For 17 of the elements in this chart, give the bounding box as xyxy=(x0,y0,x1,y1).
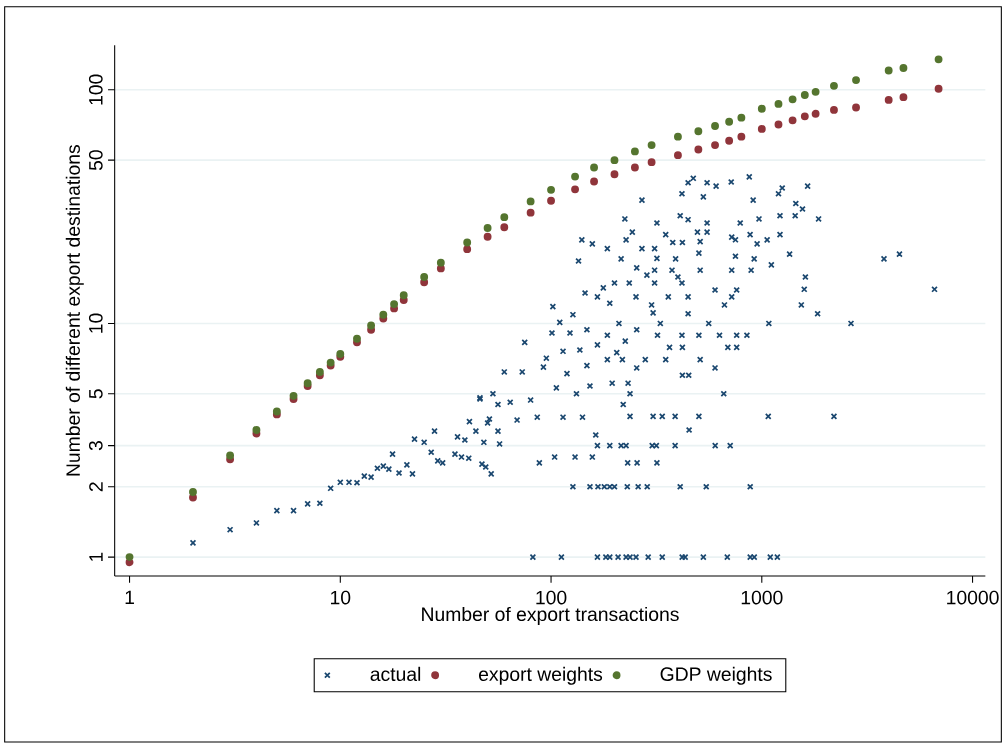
y-tick-label: 1 xyxy=(89,552,103,561)
legend-label: export weights xyxy=(478,666,603,685)
legend-label: GDP weights xyxy=(660,666,772,685)
legend-label: actual xyxy=(370,666,421,681)
x-axis-title: Number of export transactions xyxy=(422,606,679,625)
y-tick-label: 3 xyxy=(88,441,103,451)
y-tick-label: 2 xyxy=(89,482,103,492)
y-tick-label: 5 xyxy=(89,389,103,399)
x-tick-label: 10 xyxy=(331,590,351,605)
y-axis-title: Number of different export destinations xyxy=(65,145,84,476)
y-tick-label: 10 xyxy=(88,313,103,333)
x-tick-label: 1 xyxy=(125,590,134,604)
y-tick-label: 50 xyxy=(88,150,103,171)
x-tick-label: 1000 xyxy=(741,590,783,605)
x-tick-label: 10000 xyxy=(947,590,999,605)
x-tick-label: 100 xyxy=(536,590,567,605)
y-tick-label: 100 xyxy=(88,74,103,105)
